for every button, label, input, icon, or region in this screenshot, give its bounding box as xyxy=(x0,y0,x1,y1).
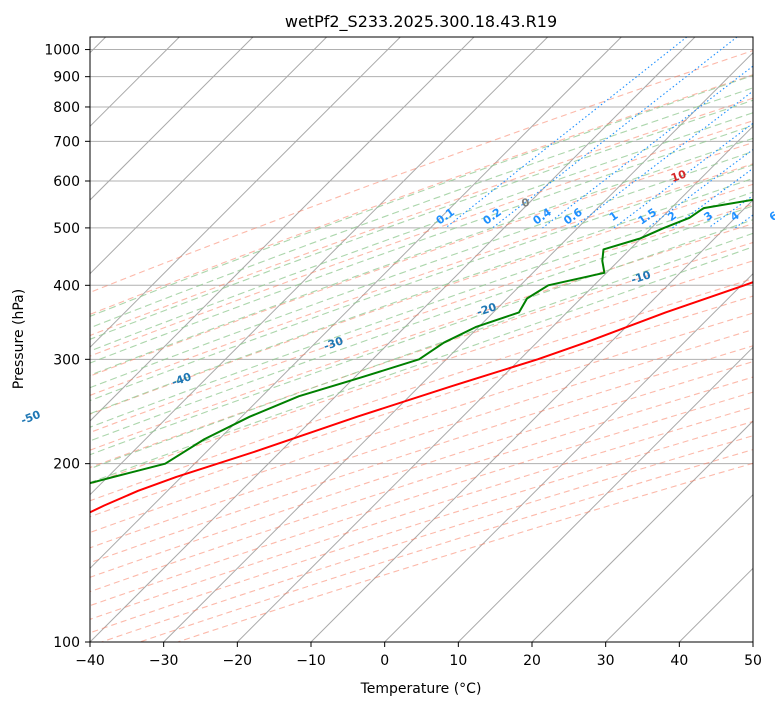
dry-adiabat-line xyxy=(90,163,753,396)
moist-adiabat-line xyxy=(90,164,753,402)
reference-lines xyxy=(90,37,753,642)
chart-title: wetPf2_S233.2025.300.18.43.R19 xyxy=(285,12,557,32)
moist-adiabat-line xyxy=(90,219,753,456)
y-axis-label: Pressure (hPa) xyxy=(11,289,27,389)
y-tick-label: 100 xyxy=(53,635,80,651)
dry-adiabat-line xyxy=(90,120,753,357)
moist-adiabat-line xyxy=(90,74,753,317)
temperature-line xyxy=(90,281,753,514)
x-tick-label: 0 xyxy=(380,653,389,669)
x-tick-label: −30 xyxy=(149,653,179,669)
plot-frame xyxy=(89,36,754,643)
dry-adiabat-line xyxy=(90,361,753,578)
isotherm-line xyxy=(457,346,753,642)
x-tick-label: 10 xyxy=(449,653,467,669)
y-tick-label: 300 xyxy=(53,352,80,368)
dry-adiabat-line xyxy=(101,435,753,642)
isotherm-line xyxy=(605,493,753,642)
dry-adiabat-line xyxy=(139,449,753,642)
y-tick-label: 1000 xyxy=(44,43,80,59)
moist-adiabat-line xyxy=(90,137,753,376)
x-tick-label: −20 xyxy=(223,653,253,669)
dewpoint-line xyxy=(90,198,753,485)
axes: −40 −30 −20 −10 0 10 20 30 40 5010020030040050060… xyxy=(44,43,762,669)
isotherm-line xyxy=(90,37,549,496)
x-tick-label: 20 xyxy=(523,653,541,669)
isotherm-line xyxy=(90,37,475,422)
dry-adiabat-line xyxy=(90,97,753,337)
x-tick-label: 50 xyxy=(744,653,762,669)
x-axis-label: Temperature (°C) xyxy=(360,681,482,697)
isotherm-line xyxy=(90,37,401,349)
isotherm-line xyxy=(90,37,328,275)
moist-adiabat-line xyxy=(90,246,753,484)
dry-adiabat-label: -20 xyxy=(475,300,498,319)
dry-adiabat-label: -30 xyxy=(322,334,345,353)
isotherm-line xyxy=(90,37,254,201)
mixing-ratio-line xyxy=(613,122,753,229)
y-tick-label: 500 xyxy=(53,221,80,237)
dry-adiabat-label: -10 xyxy=(629,268,652,287)
dry-adiabat-line xyxy=(90,142,753,377)
y-tick-label: 400 xyxy=(53,278,80,294)
moist-adiabat-line xyxy=(90,150,753,389)
x-tick-label: 40 xyxy=(670,653,688,669)
isotherm-line xyxy=(90,37,622,570)
x-tick-label: −10 xyxy=(296,653,326,669)
dry-adiabat-line xyxy=(90,345,753,564)
y-tick-label: 800 xyxy=(53,100,80,116)
moist-adiabat-label: 10 xyxy=(669,168,688,185)
sounding-series xyxy=(90,198,753,514)
isotherm-line xyxy=(90,37,696,642)
mixing-ratio-label: 6 xyxy=(767,209,775,224)
y-tick-label: 600 xyxy=(53,174,80,190)
dry-adiabat-line xyxy=(90,329,753,549)
dry-adiabat-line xyxy=(90,183,753,415)
isotherm-line xyxy=(531,420,753,642)
isotherm-line xyxy=(310,199,753,642)
dry-adiabat-line xyxy=(177,462,753,642)
mixing-ratio-line xyxy=(542,65,753,229)
moist-adiabat-line xyxy=(90,191,753,428)
moist-adiabat-line xyxy=(90,99,753,340)
dry-adiabat-line xyxy=(90,50,753,293)
x-tick-label: 30 xyxy=(597,653,615,669)
mixing-ratio-line xyxy=(445,37,688,229)
isotherm-line xyxy=(236,125,753,642)
isotherm-line xyxy=(384,272,753,642)
moist-adiabat-line xyxy=(90,232,753,470)
moist-adiabat-line xyxy=(90,124,753,364)
isotherm-line xyxy=(163,51,753,642)
x-tick-label: −40 xyxy=(75,653,105,669)
moist-adiabat-label: 0 xyxy=(520,195,532,210)
y-tick-label: 200 xyxy=(53,457,80,473)
y-tick-label: 700 xyxy=(53,134,80,150)
moist-adiabat-line xyxy=(90,112,753,352)
y-tick-label: 900 xyxy=(53,70,80,86)
